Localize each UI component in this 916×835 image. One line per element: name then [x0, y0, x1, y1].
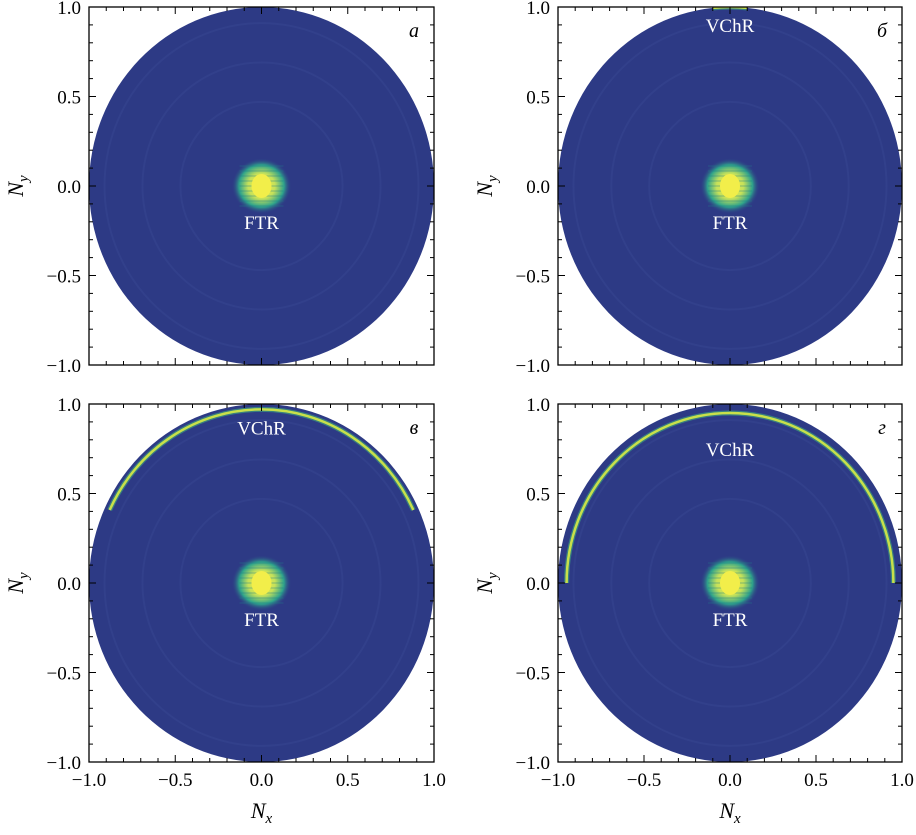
interference-ring [103, 419, 420, 747]
x-tick-label: 0.0 [250, 770, 274, 791]
x-tick-label: 1.0 [890, 770, 914, 791]
vchr-label: VChR [237, 418, 286, 439]
vchr-label: VChR [706, 440, 755, 461]
panel-letter: б [877, 20, 888, 42]
y-tick-label: −0.5 [516, 267, 550, 288]
y-tick-label: −1.0 [516, 753, 550, 774]
ftr-core [251, 174, 272, 198]
y-tick-label: 1.0 [57, 0, 81, 19]
y-tick-label: −1.0 [47, 356, 81, 377]
ftr-core [251, 571, 272, 595]
y-axis-label: Ny [3, 175, 32, 198]
y-tick-label: 0.0 [57, 177, 81, 198]
y-tick-label: 0.5 [57, 88, 81, 109]
interference-ring [103, 22, 420, 350]
vchr-ring [565, 411, 895, 584]
plot-area: FTR VChR [558, 7, 902, 365]
y-tick-label: 0.5 [526, 485, 550, 506]
panel-3: FTR VChR 1.0 0.5 0.0 −0.5 −1.0−1.0 −0.5 0.0 0.5 1.… [3, 395, 446, 827]
y-tick-label: 0.5 [526, 88, 550, 109]
plot-area: FTR VChR [89, 404, 434, 762]
y-axis-label: Ny [472, 572, 501, 595]
plot-area: FTR [89, 7, 434, 365]
interference-ring [141, 458, 382, 708]
y-axis-label: Ny [472, 175, 501, 198]
x-tick-label: −0.5 [158, 770, 192, 791]
panel-letter: а [409, 20, 419, 42]
y-axis-label: Ny [3, 572, 32, 595]
interference-ring [572, 419, 888, 747]
y-tick-label: −0.5 [47, 664, 81, 685]
ftr-core [720, 174, 740, 198]
x-tick-label: 1.0 [422, 770, 446, 791]
panel-letter: г [878, 417, 886, 439]
ftr-label: FTR [713, 610, 748, 631]
x-tick-label: −1.0 [541, 770, 575, 791]
x-axis-label: Nx [718, 798, 741, 827]
y-tick-label: −1.0 [47, 753, 81, 774]
panel-4: FTR VChR 1.0 0.5 0.0 −0.5 −1.0−1.0 −0.5 0.0 0.5 1.… [472, 395, 914, 827]
plot-area: FTR VChR [558, 404, 902, 762]
interference-ring [610, 61, 850, 311]
ftr-label: FTR [713, 213, 748, 234]
interference-ring [179, 497, 344, 669]
y-tick-label: 1.0 [57, 395, 81, 416]
y-tick-label: −0.5 [47, 267, 81, 288]
y-tick-label: 1.0 [526, 395, 550, 416]
x-tick-label: 0.5 [336, 770, 360, 791]
vchr-label: VChR [706, 16, 755, 37]
interference-ring [648, 100, 812, 272]
y-tick-label: 0.5 [57, 485, 81, 506]
y-tick-label: 0.0 [57, 574, 81, 595]
interference-ring [179, 100, 344, 272]
interference-ring [572, 22, 888, 350]
x-tick-label: 0.0 [718, 770, 742, 791]
y-tick-label: 1.0 [526, 0, 550, 19]
y-tick-label: −0.5 [516, 664, 550, 685]
ftr-core [720, 571, 740, 595]
y-tick-label: 0.0 [526, 574, 550, 595]
interference-ring [610, 458, 850, 708]
panel-2: FTR VChR 1.0 0.5 0.0 −0.5 −1.0 б Ny [472, 0, 903, 377]
x-tick-label: 0.5 [804, 770, 828, 791]
x-axis-label: Nx [250, 798, 273, 827]
interference-ring [141, 61, 382, 311]
interference-ring [648, 497, 812, 669]
x-tick-label: −0.5 [627, 770, 661, 791]
panel-1: FTR 1.0 0.5 0.0 −0.5 −1.0 а Ny [3, 0, 435, 377]
x-tick-label: −1.0 [72, 770, 106, 791]
y-tick-label: 0.0 [526, 177, 550, 198]
y-tick-label: −1.0 [516, 356, 550, 377]
panel-letter: в [410, 417, 419, 439]
ftr-label: FTR [244, 610, 279, 631]
ftr-label: FTR [244, 213, 279, 234]
